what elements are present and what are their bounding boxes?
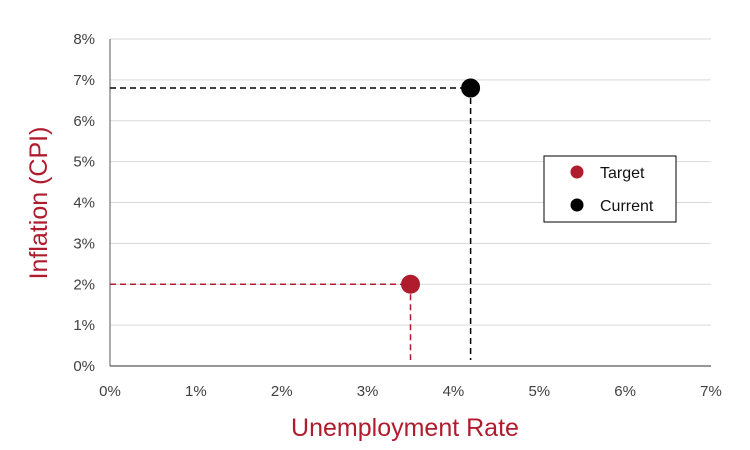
x-tick-label: 5% (528, 383, 550, 400)
y-axis-title: Inflation (CPI) (25, 127, 53, 280)
data-point-target (401, 274, 420, 294)
y-tick-label: 8% (73, 31, 95, 48)
y-tick-label: 0% (73, 358, 95, 375)
x-tick-label: 2% (271, 383, 293, 400)
y-tick-label: 5% (73, 154, 95, 171)
data-points (401, 78, 481, 294)
y-tick-label: 1% (73, 317, 95, 334)
legend-label-current: Current (600, 198, 654, 215)
y-tick-label: 2% (73, 276, 95, 293)
legend-marker-current (570, 198, 584, 212)
legend: Target Current (543, 155, 677, 223)
data-point-current (461, 78, 481, 98)
x-tick-label: 0% (99, 383, 121, 400)
x-axis-title: Unemployment Rate (291, 414, 519, 442)
x-tick-label: 4% (443, 383, 465, 400)
x-tick-label: 3% (357, 383, 379, 400)
legend-box (543, 155, 677, 223)
x-tick-label: 7% (700, 383, 722, 400)
x-tick-label: 6% (614, 383, 636, 400)
y-tick-label: 4% (73, 195, 95, 212)
guide-lines (110, 87, 472, 360)
axes (109, 39, 711, 367)
tick-labels: 0% 1% 2% 3% 4% 5% 6% 7% 8% 0% 1% 2% 3% 4% 5% 6% 7% (73, 31, 722, 400)
y-tick-label: 6% (73, 113, 95, 130)
legend-label-target: Target (600, 165, 645, 182)
legend-marker-target (570, 165, 584, 179)
x-tick-label: 1% (185, 383, 207, 400)
y-tick-label: 3% (73, 235, 95, 252)
y-tick-label: 7% (73, 72, 95, 89)
